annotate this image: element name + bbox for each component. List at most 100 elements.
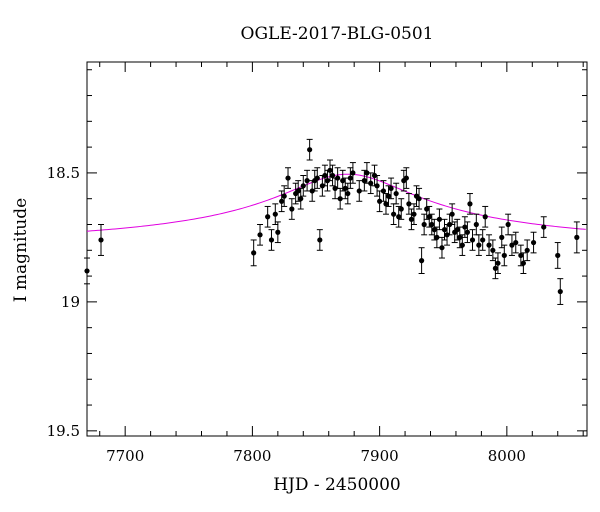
data-point (476, 242, 482, 248)
data-point (368, 180, 374, 186)
data-point (251, 250, 257, 256)
data-point (350, 170, 356, 176)
x-tick-label: 7700 (106, 447, 144, 465)
data-point (281, 193, 287, 199)
data-point (335, 175, 341, 181)
data-point (454, 227, 460, 233)
data-point (426, 214, 432, 220)
x-tick-label: 7900 (361, 447, 399, 465)
data-point (385, 193, 392, 199)
data-point (434, 234, 440, 240)
data-point (406, 201, 412, 207)
data-point (393, 190, 399, 197)
data-point (555, 252, 561, 259)
x-axis-title: HJD - 2450000 (273, 475, 401, 495)
data-point (421, 221, 427, 228)
data-point (501, 252, 507, 259)
data-point (285, 175, 291, 181)
data-point (457, 234, 463, 240)
data-point (513, 239, 519, 246)
data-point (364, 170, 370, 176)
data-point (391, 211, 397, 217)
model-curve (86, 173, 586, 232)
data-point (361, 178, 367, 184)
data-point (431, 227, 437, 233)
data-point (482, 214, 488, 220)
data-point (268, 237, 275, 243)
data-point (441, 227, 448, 233)
data-point (272, 211, 278, 217)
data-point (520, 260, 526, 266)
plot-frame (86, 61, 588, 437)
data-point (388, 185, 394, 191)
data-point (486, 242, 492, 248)
y-tick-label: 19.5 (47, 422, 80, 440)
data-point (98, 237, 104, 243)
data-point (473, 221, 479, 228)
data-point (300, 183, 306, 189)
data-point (469, 237, 476, 243)
data-point (84, 268, 90, 274)
data-point (462, 224, 468, 230)
data-point (356, 188, 362, 194)
data-point (499, 234, 505, 240)
data-point (541, 224, 547, 230)
data-point (398, 206, 404, 212)
data-point (345, 190, 351, 197)
data-point (530, 239, 537, 246)
data-point (340, 178, 346, 184)
data-point (403, 175, 409, 181)
data-point (408, 216, 415, 222)
data-point (298, 196, 304, 202)
data-point (295, 188, 301, 194)
data-point (509, 242, 515, 248)
data-point (518, 252, 524, 259)
y-tick-label: 19 (61, 293, 80, 311)
data-point (337, 196, 343, 202)
data-point (411, 211, 417, 217)
data-point (495, 260, 501, 266)
data-point (279, 198, 285, 204)
data-point (257, 232, 263, 238)
data-point (419, 258, 425, 264)
x-tick-label: 8000 (488, 447, 526, 465)
data-point (275, 229, 281, 235)
data-point (492, 265, 498, 271)
data-point (380, 188, 387, 194)
data-point (265, 214, 271, 220)
data-point (327, 167, 333, 173)
data-point (424, 206, 430, 212)
data-point (329, 172, 336, 179)
data-point (449, 211, 455, 217)
chart-title: OGLE-2017-BLG-0501 (241, 24, 434, 44)
data-point (574, 234, 580, 240)
data-point (505, 221, 511, 228)
data-point (289, 206, 295, 212)
data-point (459, 242, 465, 248)
data-point (342, 185, 348, 191)
data-point (383, 201, 389, 207)
data-point (480, 237, 486, 243)
data-point (464, 229, 471, 235)
data-point (347, 175, 353, 181)
data-point (436, 216, 443, 222)
data-point (439, 245, 445, 251)
data-point (377, 198, 383, 204)
data-point (557, 288, 563, 295)
data-point (396, 214, 402, 220)
data-point (524, 247, 530, 253)
data-point (374, 183, 380, 189)
data-point (467, 201, 473, 207)
y-axis-title: I magnitude (11, 198, 31, 302)
data-point (429, 221, 435, 228)
data-point (490, 247, 496, 253)
y-tick-label: 18.5 (47, 164, 80, 182)
data-point (317, 237, 323, 243)
data-point (416, 196, 422, 202)
data-point (304, 178, 310, 184)
data-point (307, 147, 313, 153)
x-tick-label: 7800 (233, 447, 271, 465)
data-point (314, 175, 320, 181)
data-point (322, 172, 328, 179)
